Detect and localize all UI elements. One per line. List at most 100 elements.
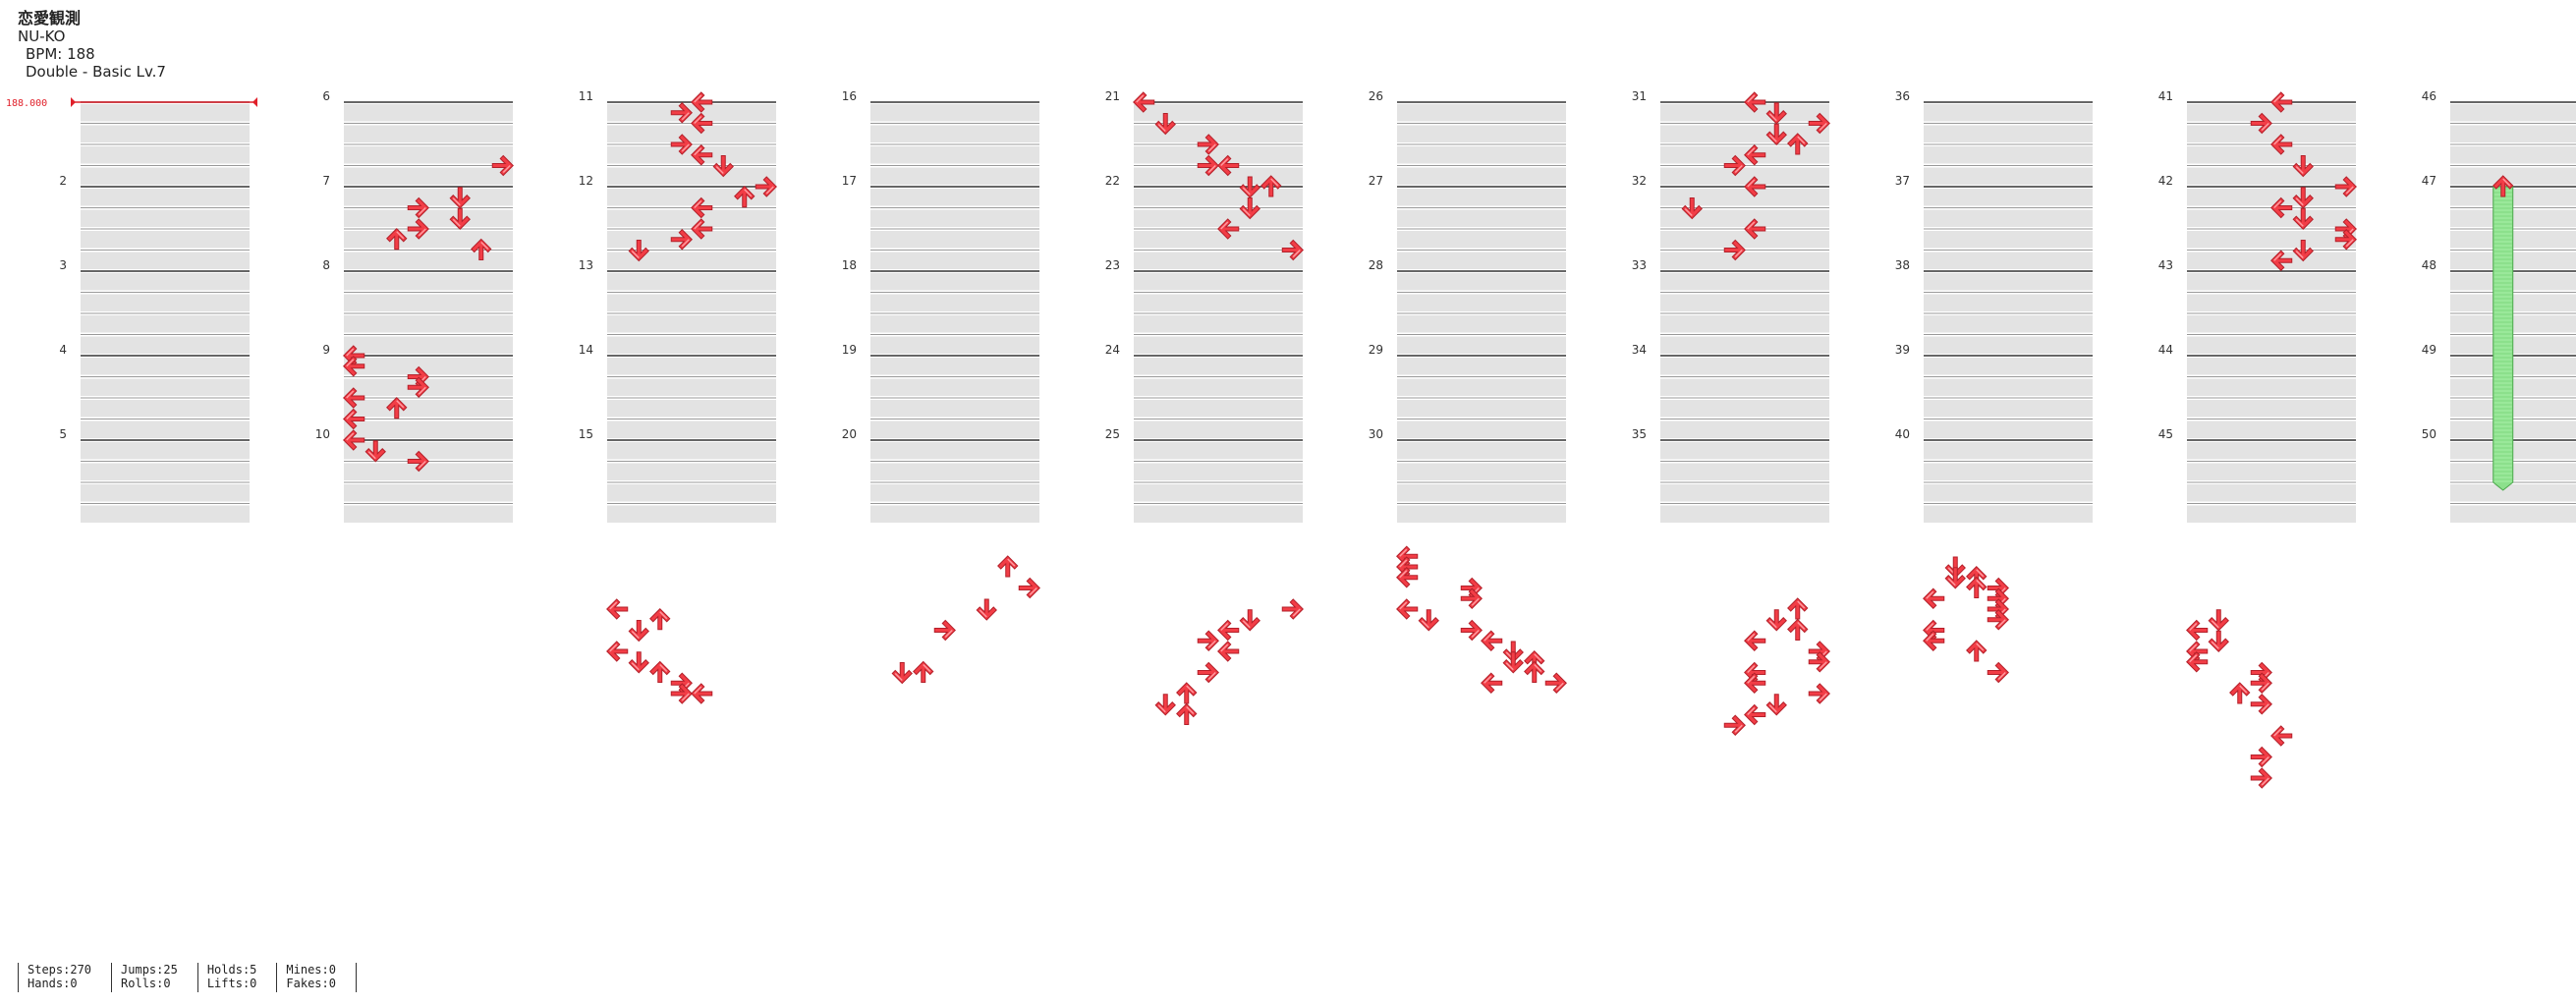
- beat-band: [870, 167, 1039, 185]
- arrow-up-icon: [2229, 682, 2251, 704]
- beat-band: [1397, 505, 1566, 523]
- beat-band: [607, 420, 776, 438]
- beat-band: [870, 209, 1039, 227]
- beat-band: [2187, 294, 2356, 311]
- beat-band: [81, 273, 250, 291]
- beat-band: [2187, 442, 2356, 460]
- beat-band: [1134, 209, 1303, 227]
- step-chart: 2345678910111213141516171819202122232425…: [6, 89, 2576, 789]
- measure-number: 48: [2422, 258, 2436, 272]
- arrow-right-icon: [2250, 746, 2272, 768]
- beat-band: [1924, 125, 2093, 142]
- arrow-right-icon: [2250, 767, 2272, 789]
- beat-band: [1660, 400, 1829, 418]
- beat-band: [1397, 463, 1566, 480]
- beat-band: [1397, 252, 1566, 269]
- beat-band: [1924, 420, 2093, 438]
- arrow-down-icon: [1239, 609, 1260, 632]
- hold-note: [2492, 186, 2514, 491]
- beat-band: [1397, 189, 1566, 206]
- beat-band: [344, 125, 513, 142]
- beat-band: [344, 400, 513, 418]
- measure-bands: [81, 101, 2576, 523]
- arrow-right-icon: [1281, 598, 1304, 620]
- arrow-up-icon: [997, 555, 1019, 578]
- beat-band: [1660, 167, 1829, 185]
- measure-number: 3: [59, 258, 67, 272]
- beat-band: [344, 463, 513, 480]
- measure-number: 28: [1369, 258, 1383, 272]
- beat-band: [81, 231, 250, 249]
- beat-band: [607, 336, 776, 354]
- measure-number: 26: [1369, 89, 1383, 103]
- measure-number: 2: [59, 174, 67, 188]
- arrow-up-icon: [1966, 640, 1988, 662]
- beat-band: [1397, 104, 1566, 122]
- beat-band: [1134, 189, 1303, 206]
- beat-band: [81, 336, 250, 354]
- beat-band: [1660, 463, 1829, 480]
- arrow-right-icon: [1723, 714, 1746, 736]
- beat-band: [1924, 505, 2093, 523]
- measure-number: 7: [322, 174, 330, 188]
- arrow-right-icon: [1808, 683, 1830, 704]
- beat-band: [607, 273, 776, 291]
- beat-band: [1134, 273, 1303, 291]
- beat-band: [1397, 420, 1566, 438]
- measure-number: 42: [2158, 174, 2173, 188]
- arrow-up-icon: [649, 608, 671, 631]
- beat-band: [607, 358, 776, 375]
- arrow-down-icon: [1765, 609, 1787, 632]
- beat-band: [1660, 378, 1829, 396]
- beat-band: [607, 252, 776, 269]
- measure-number: 30: [1369, 427, 1383, 441]
- beat-band: [1134, 146, 1303, 164]
- beat-band: [1134, 336, 1303, 354]
- beat-band: [1924, 484, 2093, 502]
- beat-band: [1134, 420, 1303, 438]
- beat-band: [2450, 146, 2576, 164]
- beat-band: [1397, 400, 1566, 418]
- beat-band: [870, 484, 1039, 502]
- beat-band: [1924, 209, 2093, 227]
- stat-hands: Hands:0: [28, 977, 78, 990]
- arrow-right-icon: [1018, 577, 1040, 599]
- arrow-up-icon: [1176, 682, 1198, 704]
- arrow-right-icon: [1197, 630, 1219, 651]
- measure-number: 31: [1632, 89, 1647, 103]
- beat-band: [344, 505, 513, 523]
- beat-band: [344, 146, 513, 164]
- beat-band: [344, 442, 513, 460]
- beat-band: [2187, 336, 2356, 354]
- arrow-up-icon: [649, 660, 671, 684]
- beat-band: [344, 315, 513, 333]
- beat-band: [607, 378, 776, 396]
- arrow-up-icon: [913, 660, 934, 684]
- difficulty-label: Double - Basic Lv.7: [26, 63, 166, 81]
- beat-band: [1397, 167, 1566, 185]
- beat-band: [1924, 442, 2093, 460]
- song-artist: NU-KO: [18, 28, 66, 45]
- beat-band: [1134, 252, 1303, 269]
- beat-band: [2187, 231, 2356, 249]
- beat-band: [1397, 336, 1566, 354]
- beat-band: [1660, 209, 1829, 227]
- arrow-up-icon: [1787, 618, 1809, 642]
- beat-band: [870, 442, 1039, 460]
- beat-band: [1660, 505, 1829, 523]
- beat-band: [2187, 463, 2356, 480]
- beat-band: [870, 104, 1039, 122]
- beat-band: [81, 505, 250, 523]
- beat-band: [1397, 315, 1566, 333]
- beat-band: [2450, 104, 2576, 122]
- measure-number: 22: [1105, 174, 1120, 188]
- measure-number: 32: [1632, 174, 1647, 188]
- beat-band: [2187, 358, 2356, 375]
- beat-band: [1134, 104, 1303, 122]
- arrow-left-icon: [1217, 641, 1240, 662]
- beat-band: [81, 358, 250, 375]
- beat-band: [2187, 400, 2356, 418]
- beat-band: [1397, 294, 1566, 311]
- beat-band: [1397, 378, 1566, 396]
- arrow-down-icon: [2208, 609, 2229, 632]
